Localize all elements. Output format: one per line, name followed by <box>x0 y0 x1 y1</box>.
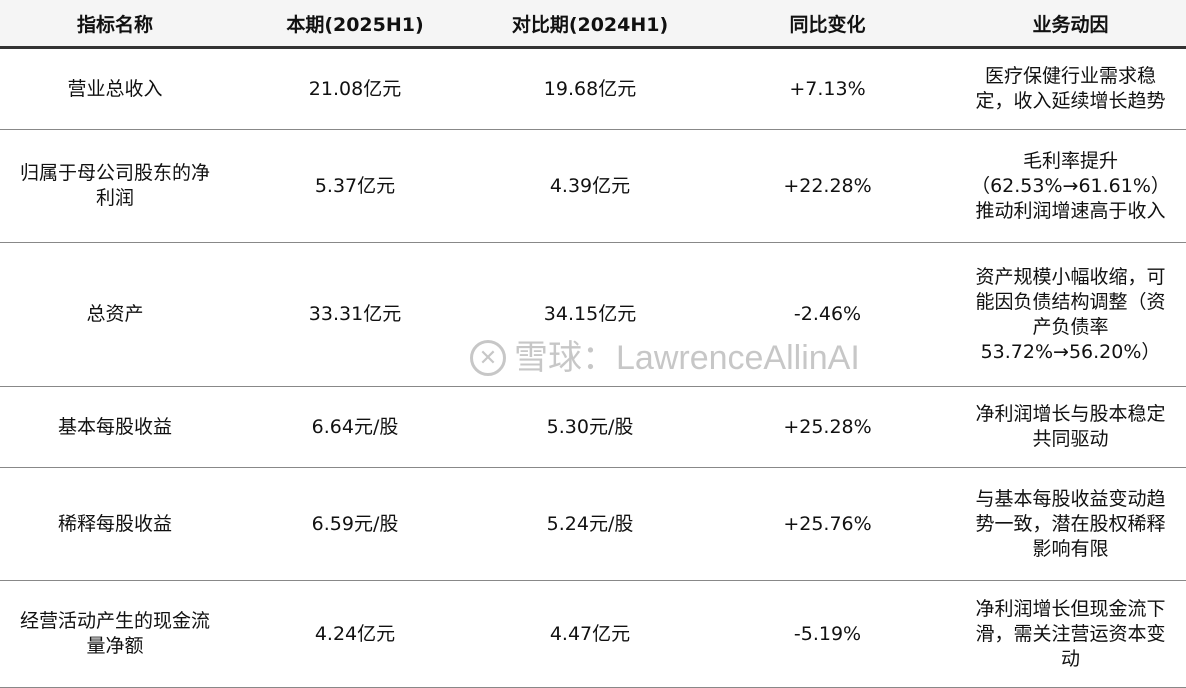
table-row: 总资产 33.31亿元 34.15亿元 -2.46% 资产规模小幅收缩，可能因负债结构调… <box>0 242 1186 387</box>
table-row: 营业总收入 21.08亿元 19.68亿元 +7.13% 医疗保健行业需求稳定，收入延续… <box>0 47 1186 130</box>
watermark: ✕ 雪球：LawrenceAllinAI <box>470 338 860 378</box>
cell-prior: 34.15亿元 <box>480 242 700 387</box>
cell-change: -2.46% <box>700 242 955 387</box>
cell-current: 21.08亿元 <box>230 47 480 130</box>
cell-name: 总资产 <box>0 242 230 387</box>
header-row: 指标名称 本期(2025H1) 对比期(2024H1) 同比变化 业务动因 <box>0 0 1186 49</box>
cell-driver: 净利润增长但现金流下滑，需关注营运资本变动 <box>955 580 1186 688</box>
cell-prior: 19.68亿元 <box>480 47 700 130</box>
header-metric: 指标名称 <box>0 0 230 49</box>
cell-name: 基本每股收益 <box>0 386 230 468</box>
cell-change: +22.28% <box>700 129 955 243</box>
cell-name: 稀释每股收益 <box>0 467 230 581</box>
table-row: 基本每股收益 6.64元/股 5.30元/股 +25.28% 净利润增长与股本稳定共同驱… <box>0 386 1186 468</box>
header-current: 本期(2025H1) <box>230 0 480 49</box>
cell-change: +25.28% <box>700 386 955 468</box>
table-row: 稀释每股收益 6.59元/股 5.24元/股 +25.76% 与基本每股收益变动趋势一致… <box>0 467 1186 581</box>
cell-driver: 净利润增长与股本稳定共同驱动 <box>955 386 1186 468</box>
cell-driver: 与基本每股收益变动趋势一致，潜在股权稀释影响有限 <box>955 467 1186 581</box>
header-prior: 对比期(2024H1) <box>480 0 700 49</box>
cell-prior: 4.47亿元 <box>480 580 700 688</box>
cell-current: 4.24亿元 <box>230 580 480 688</box>
cell-current: 33.31亿元 <box>230 242 480 387</box>
cell-change: +7.13% <box>700 47 955 130</box>
cell-prior: 5.30元/股 <box>480 386 700 468</box>
table-row: 归属于母公司股东的净利润 5.37亿元 4.39亿元 +22.28% 毛利率提升（62.… <box>0 129 1186 243</box>
watermark-text: 雪球：LawrenceAllinAI <box>514 339 860 377</box>
xueqiu-logo-icon: ✕ <box>470 340 506 376</box>
cell-driver: 毛利率提升（62.53%→61.61%）推动利润增速高于收入 <box>955 129 1186 243</box>
header-driver: 业务动因 <box>955 0 1186 49</box>
cell-prior: 5.24元/股 <box>480 467 700 581</box>
cell-change: -5.19% <box>700 580 955 688</box>
cell-name: 归属于母公司股东的净利润 <box>0 129 230 243</box>
cell-current: 6.59元/股 <box>230 467 480 581</box>
header-change: 同比变化 <box>700 0 955 49</box>
cell-driver: 医疗保健行业需求稳定，收入延续增长趋势 <box>955 47 1186 130</box>
cell-current: 5.37亿元 <box>230 129 480 243</box>
cell-current: 6.64元/股 <box>230 386 480 468</box>
cell-name: 营业总收入 <box>0 47 230 130</box>
table-row: 经营活动产生的现金流量净额 4.24亿元 4.47亿元 -5.19% 净利润增长但现金流… <box>0 580 1186 688</box>
cell-prior: 4.39亿元 <box>480 129 700 243</box>
cell-change: +25.76% <box>700 467 955 581</box>
cell-name: 经营活动产生的现金流量净额 <box>0 580 230 688</box>
cell-driver: 资产规模小幅收缩，可能因负债结构调整（资产负债率53.72%→56.20%） <box>955 242 1186 387</box>
